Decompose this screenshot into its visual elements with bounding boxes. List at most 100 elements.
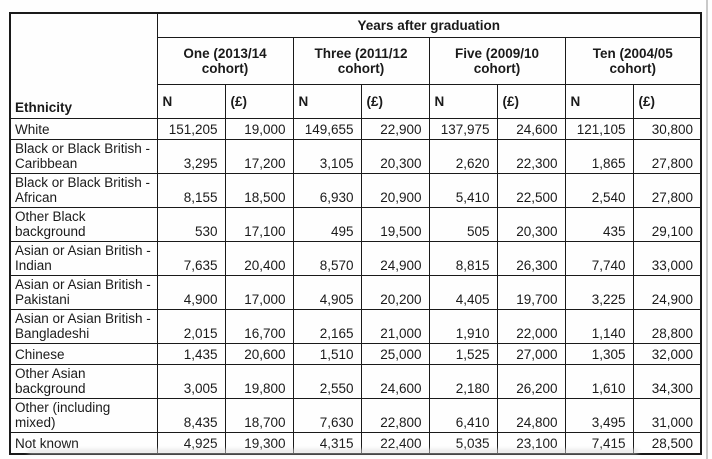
- n-header: N: [156, 84, 226, 119]
- ethnicity-label: Black or Black British - Caribbean: [9, 139, 158, 174]
- earnings-value-cell: 28,500: [632, 432, 702, 454]
- n-value-cell: 1,510: [292, 343, 362, 365]
- table-title-row: Ethnicity Years after graduation: [9, 12, 702, 119]
- earnings-value-cell: 18,700: [224, 398, 294, 433]
- earnings-header: (£): [360, 84, 430, 119]
- table-row: Asian or Asian British - Pakistani 4,900 1…: [9, 275, 702, 310]
- n-value-cell: 2,540: [564, 173, 634, 208]
- earnings-value-cell: 19,500: [360, 207, 430, 242]
- n-value-cell: 4,315: [292, 432, 362, 454]
- earnings-value-cell: 31,000: [632, 398, 702, 433]
- n-value-cell: 2,015: [156, 309, 226, 344]
- n-value-cell: 435: [564, 207, 634, 242]
- earnings-value-cell: 19,700: [496, 275, 566, 310]
- n-value-cell: 3,295: [156, 139, 226, 174]
- table-row: Asian or Asian British - Indian 7,635 20,4…: [9, 241, 702, 276]
- earnings-value-cell: 20,400: [224, 241, 294, 276]
- earnings-value-cell: 22,500: [496, 173, 566, 208]
- earnings-value-cell: 24,800: [496, 398, 566, 433]
- n-value-cell: 5,410: [428, 173, 498, 208]
- n-value-cell: 137,975: [428, 118, 498, 140]
- n-value-cell: 8,570: [292, 241, 362, 276]
- n-value-cell: 4,925: [156, 432, 226, 454]
- table-row: Other (including mixed) 8,435 18,700 7,630 2…: [9, 398, 702, 433]
- earnings-value-cell: 30,800: [632, 118, 702, 140]
- cohort-header-five: Five (2009/10 cohort): [428, 37, 566, 85]
- table-row: White 151,205 19,000 149,655 22,900 137,975 24…: [9, 118, 702, 140]
- n-value-cell: 2,180: [428, 364, 498, 399]
- earnings-value-cell: 27,000: [496, 343, 566, 365]
- n-value-cell: 6,930: [292, 173, 362, 208]
- earnings-value-cell: 16,700: [224, 309, 294, 344]
- n-value-cell: 2,620: [428, 139, 498, 174]
- n-value-cell: 1,865: [564, 139, 634, 174]
- cohort-header-row: One (2013/14 cohort) Three (2011/12 coho…: [10, 37, 702, 85]
- page-edge-artifact: [706, 0, 708, 459]
- earnings-value-cell: 24,900: [360, 241, 430, 276]
- earnings-value-cell: 19,800: [224, 364, 294, 399]
- earnings-value-cell: 34,300: [632, 364, 702, 399]
- ethnicity-label: Other (including mixed): [9, 398, 158, 433]
- cohort-header-ten: Ten (2004/05 cohort): [564, 37, 702, 85]
- n-value-cell: 149,655: [292, 118, 362, 140]
- earnings-value-cell: 27,800: [632, 139, 702, 174]
- earnings-value-cell: 20,300: [496, 207, 566, 242]
- n-value-cell: 4,905: [292, 275, 362, 310]
- cohort-header-one: One (2013/14 cohort): [156, 37, 294, 85]
- ethnicity-label: Black or Black British - African: [9, 173, 158, 208]
- earnings-value-cell: 27,800: [632, 173, 702, 208]
- table-row: Not known 4,925 19,300 4,315 22,400 5,035 23,1…: [9, 432, 702, 454]
- earnings-value-cell: 18,500: [224, 173, 294, 208]
- n-value-cell: 3,495: [564, 398, 634, 433]
- earnings-value-cell: 20,900: [360, 173, 430, 208]
- n-value-cell: 7,415: [564, 432, 634, 454]
- table-title: Years after graduation: [156, 12, 702, 38]
- n-value-cell: 8,155: [156, 173, 226, 208]
- earnings-value-cell: 23,100: [496, 432, 566, 454]
- earnings-value-cell: 32,000: [632, 343, 702, 365]
- table-row: Asian or Asian British - Bangladeshi 2,01…: [9, 309, 702, 344]
- n-value-cell: 505: [428, 207, 498, 242]
- ethnicity-column-header: Ethnicity: [9, 12, 158, 119]
- table-row: Black or Black British - African 8,155 18,…: [9, 173, 702, 208]
- n-value-cell: 1,435: [156, 343, 226, 365]
- n-value-cell: 4,900: [156, 275, 226, 310]
- data-table: Ethnicity Years after graduation One (20…: [9, 12, 703, 455]
- earnings-value-cell: 20,300: [360, 139, 430, 174]
- earnings-value-cell: 26,300: [496, 241, 566, 276]
- earnings-value-cell: 22,000: [496, 309, 566, 344]
- n-value-cell: 3,225: [564, 275, 634, 310]
- earnings-by-ethnicity-table: Ethnicity Years after graduation One (20…: [9, 12, 703, 455]
- earnings-value-cell: 22,400: [360, 432, 430, 454]
- earnings-value-cell: 20,200: [360, 275, 430, 310]
- earnings-header: (£): [632, 84, 702, 119]
- cohort-header-three: Three (2011/12 cohort): [292, 37, 430, 85]
- n-value-cell: 7,740: [564, 241, 634, 276]
- ethnicity-label: Asian or Asian British - Pakistani: [9, 275, 158, 310]
- page-shadow-artifact: [28, 450, 638, 453]
- n-value-cell: 5,035: [428, 432, 498, 454]
- earnings-value-cell: 20,600: [224, 343, 294, 365]
- ethnicity-label: Asian or Asian British - Indian: [9, 241, 158, 276]
- n-value-cell: 6,410: [428, 398, 498, 433]
- table-row: Chinese 1,435 20,600 1,510 25,000 1,525 27,000…: [9, 343, 702, 365]
- n-value-cell: 3,105: [292, 139, 362, 174]
- n-header: N: [292, 84, 362, 119]
- n-value-cell: 2,165: [292, 309, 362, 344]
- n-value-cell: 1,140: [564, 309, 634, 344]
- earnings-value-cell: 24,600: [496, 118, 566, 140]
- earnings-value-cell: 21,000: [360, 309, 430, 344]
- ethnicity-label: Other Black background: [9, 207, 158, 242]
- table-body: White 151,205 19,000 149,655 22,900 137,975 24…: [9, 118, 702, 454]
- earnings-value-cell: 25,000: [360, 343, 430, 365]
- n-value-cell: 530: [156, 207, 226, 242]
- n-value-cell: 1,305: [564, 343, 634, 365]
- ethnicity-label: Asian or Asian British - Bangladeshi: [9, 309, 158, 344]
- earnings-value-cell: 28,800: [632, 309, 702, 344]
- n-header: N: [428, 84, 498, 119]
- earnings-value-cell: 17,100: [224, 207, 294, 242]
- n-value-cell: 8,435: [156, 398, 226, 433]
- n-value-cell: 7,635: [156, 241, 226, 276]
- ethnicity-label: Not known: [9, 432, 158, 454]
- earnings-value-cell: 19,000: [224, 118, 294, 140]
